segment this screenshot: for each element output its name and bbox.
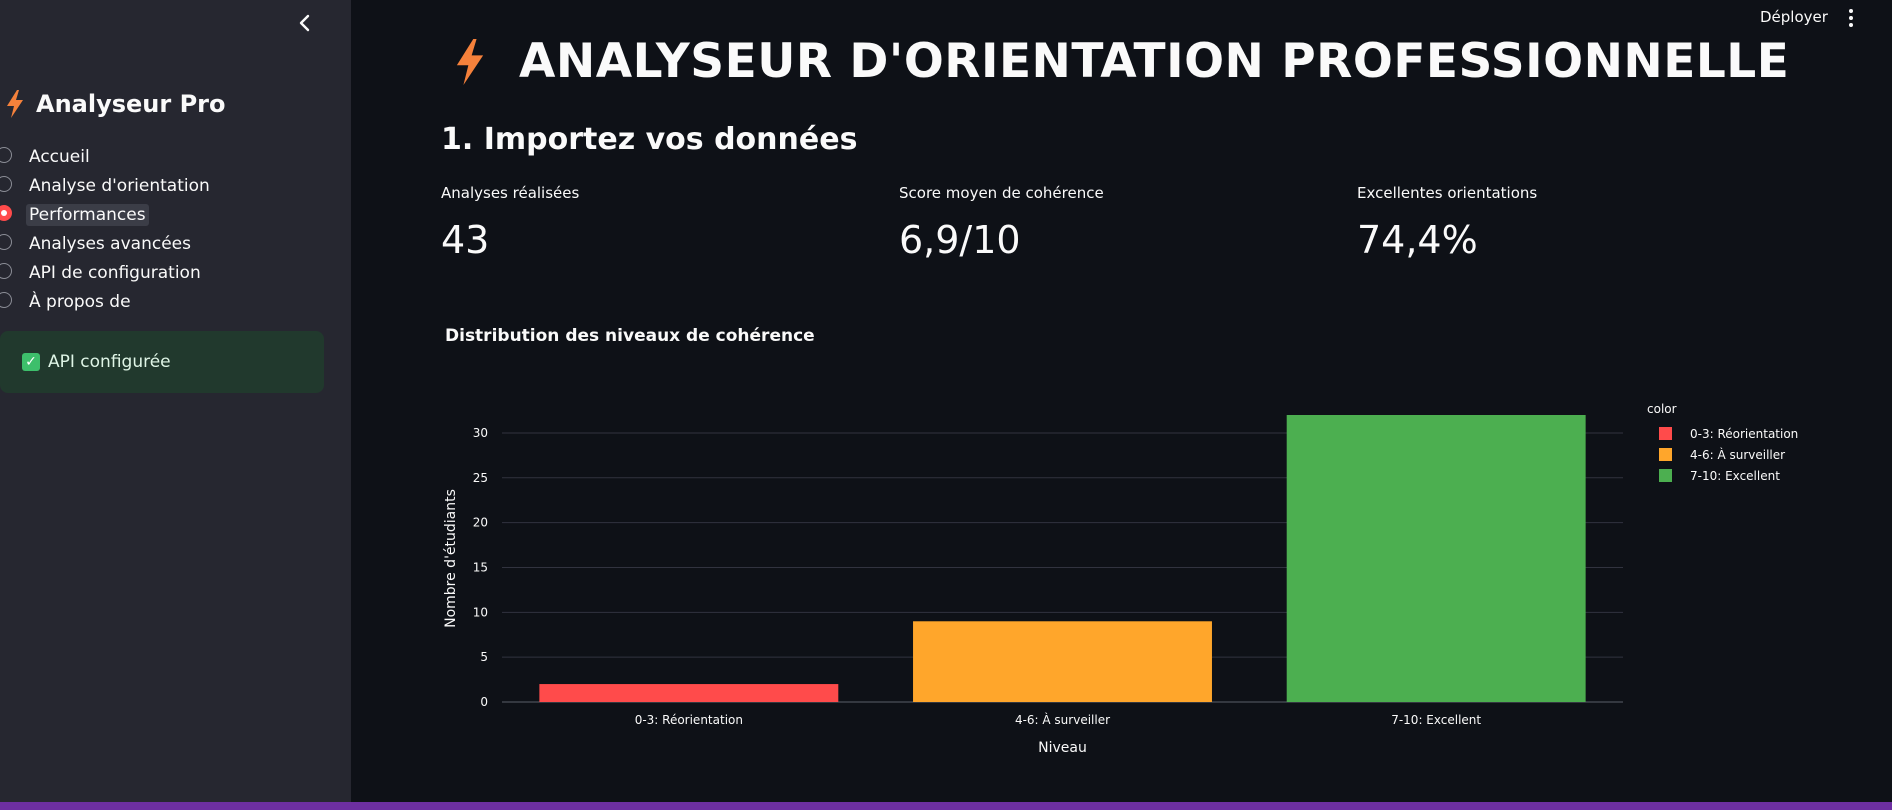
legend-label: 7-10: Excellent xyxy=(1690,469,1780,483)
check-mark-icon: ✓ xyxy=(22,353,40,371)
x-axis-title: Niveau xyxy=(1038,740,1087,756)
y-tick-label: 5 xyxy=(480,650,488,664)
nav-item-label: Accueil xyxy=(29,146,90,167)
x-tick-label: 4-6: À surveiller xyxy=(1015,712,1110,727)
bar-2 xyxy=(1286,415,1586,702)
metric-value: 43 xyxy=(441,218,490,262)
sidebar-title: Analyseur Pro xyxy=(6,90,225,118)
page-title-text: ANALYSEUR D'ORIENTATION PROFESSIONNELLE xyxy=(519,34,1790,89)
nav-item-a-propos[interactable]: À propos de xyxy=(0,287,213,316)
sidebar: Analyseur Pro Accueil Analyse d'orientat… xyxy=(0,0,351,802)
chart-title: Distribution des niveaux de cohérence xyxy=(445,326,815,346)
y-axis-title: Nombre d'étudiants xyxy=(443,489,459,628)
sidebar-title-text: Analyseur Pro xyxy=(36,90,226,118)
y-tick-label: 15 xyxy=(473,560,488,574)
y-tick-label: 20 xyxy=(473,516,488,530)
nav-item-label: Analyses avancées xyxy=(29,233,191,254)
radio-button[interactable] xyxy=(0,176,12,192)
nav-item-accueil[interactable]: Accueil xyxy=(0,142,213,171)
footer-bar xyxy=(0,802,1892,810)
metric-value: 74,4% xyxy=(1357,218,1478,262)
section-heading: 1. Importez vos données xyxy=(441,122,858,157)
metric-label: Score moyen de cohérence xyxy=(899,184,1104,202)
metric-analyses: Analyses réalisées 43 xyxy=(441,184,579,262)
page-title: ANALYSEUR D'ORIENTATION PROFESSIONNELLE xyxy=(455,34,1789,89)
y-tick-label: 25 xyxy=(473,471,488,485)
radio-button[interactable] xyxy=(0,234,12,250)
metric-label: Analyses réalisées xyxy=(441,184,580,202)
nav-item-analyse-orientation[interactable]: Analyse d'orientation xyxy=(0,171,213,200)
legend-title: color xyxy=(1647,402,1677,416)
y-tick-label: 0 xyxy=(480,695,488,709)
y-tick-label: 10 xyxy=(473,605,488,619)
metric-label: Excellentes orientations xyxy=(1357,184,1538,202)
metric-excellentes: Excellentes orientations 74,4% xyxy=(1357,184,1537,262)
lightning-icon xyxy=(456,38,484,85)
legend-swatch-1 xyxy=(1659,448,1672,461)
api-status-text: API configurée xyxy=(48,352,171,372)
nav-item-label: Performances xyxy=(26,203,149,226)
radio-button[interactable] xyxy=(0,292,12,308)
metric-score-moyen: Score moyen de cohérence 6,9/10 xyxy=(899,184,1104,262)
navigation-radio-group: Accueil Analyse d'orientation Performanc… xyxy=(0,142,213,316)
bar-0 xyxy=(539,684,839,702)
x-tick-label: 7-10: Excellent xyxy=(1391,713,1481,727)
more-vertical-icon xyxy=(1842,9,1860,27)
nav-item-label: Analyse d'orientation xyxy=(29,175,210,196)
nav-item-analyses-avancees[interactable]: Analyses avancées xyxy=(0,229,213,258)
nav-item-api-configuration[interactable]: API de configuration xyxy=(0,258,213,287)
metric-value: 6,9/10 xyxy=(899,218,1021,262)
bar-chart[interactable]: 0 5 10 15 20 25 30 0-3: Réorientation 4-6: À sur… xyxy=(435,395,1855,775)
legend-swatch-2 xyxy=(1659,469,1672,482)
x-tick-label: 0-3: Réorientation xyxy=(635,713,743,727)
radio-button[interactable] xyxy=(0,263,12,279)
nav-item-performances[interactable]: Performances xyxy=(0,200,213,229)
legend-swatch-0 xyxy=(1659,427,1672,440)
radio-button-selected[interactable] xyxy=(0,205,12,221)
radio-button[interactable] xyxy=(0,147,12,163)
nav-item-label: À propos de xyxy=(29,291,131,312)
legend-label: 0-3: Réorientation xyxy=(1690,427,1798,441)
bar-1 xyxy=(913,621,1212,702)
legend-label: 4-6: À surveiller xyxy=(1690,447,1785,462)
lightning-icon xyxy=(7,90,23,118)
main-menu-button[interactable] xyxy=(1842,6,1860,30)
deploy-button[interactable]: Déployer xyxy=(1760,8,1828,26)
api-status-alert: ✓ API configurée xyxy=(0,331,324,393)
nav-item-label: API de configuration xyxy=(29,262,201,283)
y-tick-label: 30 xyxy=(473,426,488,440)
chevron-left-icon xyxy=(299,14,310,32)
collapse-sidebar-button[interactable] xyxy=(292,10,318,36)
